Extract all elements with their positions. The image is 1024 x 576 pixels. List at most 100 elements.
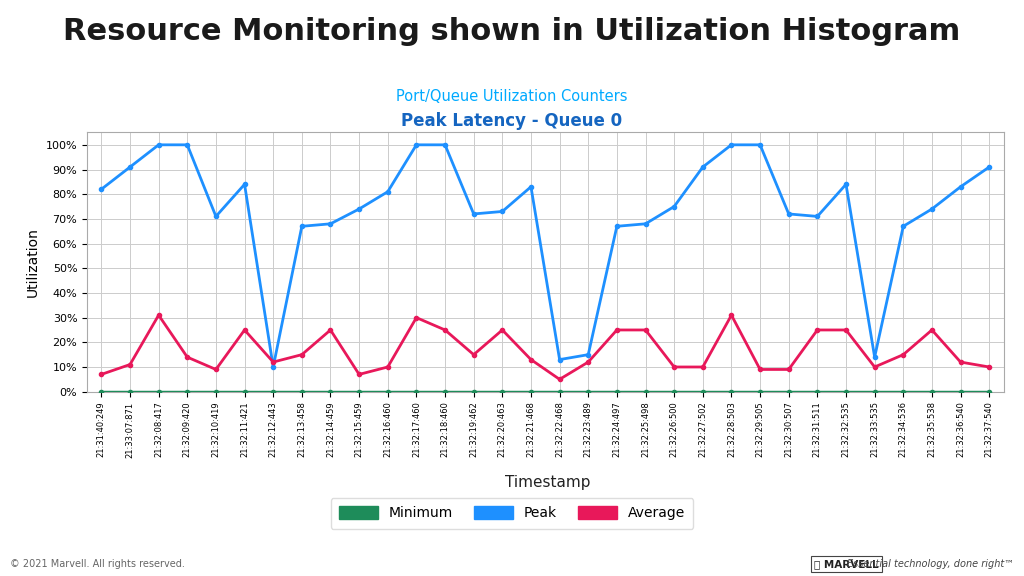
Peak bbox=[811, 213, 823, 220]
Minimum bbox=[497, 388, 509, 395]
Peak bbox=[525, 183, 538, 190]
Text: Essential technology, done right™: Essential technology, done right™ bbox=[847, 559, 1014, 569]
Average bbox=[239, 327, 251, 334]
Minimum bbox=[639, 388, 651, 395]
Text: Resource Monitoring shown in Utilization Histogram: Resource Monitoring shown in Utilization… bbox=[63, 17, 961, 46]
Average bbox=[639, 327, 651, 334]
Average bbox=[439, 327, 452, 334]
Minimum bbox=[983, 388, 995, 395]
Peak bbox=[181, 141, 194, 148]
Text: © 2021 Marvell. All rights reserved.: © 2021 Marvell. All rights reserved. bbox=[10, 559, 185, 569]
Peak bbox=[639, 221, 651, 228]
Minimum bbox=[754, 388, 766, 395]
Minimum bbox=[95, 388, 108, 395]
Peak bbox=[239, 181, 251, 188]
Peak bbox=[725, 141, 737, 148]
Average bbox=[782, 366, 795, 373]
Peak bbox=[983, 164, 995, 170]
Minimum bbox=[553, 388, 565, 395]
Peak bbox=[582, 351, 594, 358]
Average bbox=[725, 312, 737, 319]
Minimum bbox=[181, 388, 194, 395]
Average bbox=[840, 327, 852, 334]
Text: ⌗ MARVELL: ⌗ MARVELL bbox=[814, 559, 879, 569]
Peak bbox=[210, 213, 222, 220]
Minimum bbox=[239, 388, 251, 395]
Peak bbox=[868, 354, 881, 361]
Peak bbox=[296, 223, 308, 230]
Peak bbox=[411, 141, 423, 148]
Peak bbox=[696, 164, 709, 170]
Minimum bbox=[210, 388, 222, 395]
Average bbox=[325, 327, 337, 334]
Minimum bbox=[840, 388, 852, 395]
Average bbox=[95, 371, 108, 378]
Text: Peak Latency - Queue 0: Peak Latency - Queue 0 bbox=[401, 112, 623, 130]
Average bbox=[353, 371, 366, 378]
Average bbox=[696, 363, 709, 370]
Peak bbox=[754, 141, 766, 148]
Average bbox=[954, 359, 967, 366]
Peak bbox=[840, 181, 852, 188]
Minimum bbox=[725, 388, 737, 395]
Peak bbox=[267, 363, 280, 370]
Average bbox=[124, 361, 136, 368]
Average bbox=[610, 327, 623, 334]
Minimum bbox=[382, 388, 394, 395]
Average bbox=[868, 363, 881, 370]
Minimum bbox=[926, 388, 938, 395]
Legend: Minimum, Peak, Average: Minimum, Peak, Average bbox=[331, 498, 693, 529]
Peak bbox=[439, 141, 452, 148]
Average bbox=[811, 327, 823, 334]
Line: Peak: Peak bbox=[99, 143, 991, 369]
Peak bbox=[153, 141, 165, 148]
Average bbox=[296, 351, 308, 358]
Minimum bbox=[468, 388, 480, 395]
Text: Port/Queue Utilization Counters: Port/Queue Utilization Counters bbox=[396, 89, 628, 104]
Minimum bbox=[124, 388, 136, 395]
Minimum bbox=[353, 388, 366, 395]
Average bbox=[897, 351, 909, 358]
Average bbox=[582, 359, 594, 366]
Line: Minimum: Minimum bbox=[99, 389, 991, 394]
Peak bbox=[353, 206, 366, 213]
Line: Average: Average bbox=[99, 313, 991, 381]
Peak bbox=[95, 186, 108, 193]
Average bbox=[983, 363, 995, 370]
Minimum bbox=[411, 388, 423, 395]
Peak bbox=[782, 210, 795, 217]
Average bbox=[497, 327, 509, 334]
Minimum bbox=[668, 388, 680, 395]
Minimum bbox=[267, 388, 280, 395]
Minimum bbox=[296, 388, 308, 395]
Peak bbox=[897, 223, 909, 230]
Average bbox=[926, 327, 938, 334]
Minimum bbox=[811, 388, 823, 395]
Average bbox=[754, 366, 766, 373]
Average bbox=[382, 363, 394, 370]
Minimum bbox=[897, 388, 909, 395]
Average bbox=[411, 314, 423, 321]
Average bbox=[181, 354, 194, 361]
Minimum bbox=[439, 388, 452, 395]
Minimum bbox=[696, 388, 709, 395]
Minimum bbox=[610, 388, 623, 395]
Average bbox=[468, 351, 480, 358]
Minimum bbox=[153, 388, 165, 395]
Average bbox=[267, 359, 280, 366]
Peak bbox=[497, 208, 509, 215]
Peak bbox=[553, 356, 565, 363]
Minimum bbox=[325, 388, 337, 395]
Minimum bbox=[782, 388, 795, 395]
Average bbox=[525, 356, 538, 363]
Minimum bbox=[868, 388, 881, 395]
Peak bbox=[668, 203, 680, 210]
Peak bbox=[325, 221, 337, 228]
Y-axis label: Utilization: Utilization bbox=[27, 227, 40, 297]
Text: Timestamp: Timestamp bbox=[505, 475, 591, 490]
Peak bbox=[382, 188, 394, 195]
Minimum bbox=[954, 388, 967, 395]
Peak bbox=[468, 210, 480, 217]
Average bbox=[210, 366, 222, 373]
Peak bbox=[610, 223, 623, 230]
